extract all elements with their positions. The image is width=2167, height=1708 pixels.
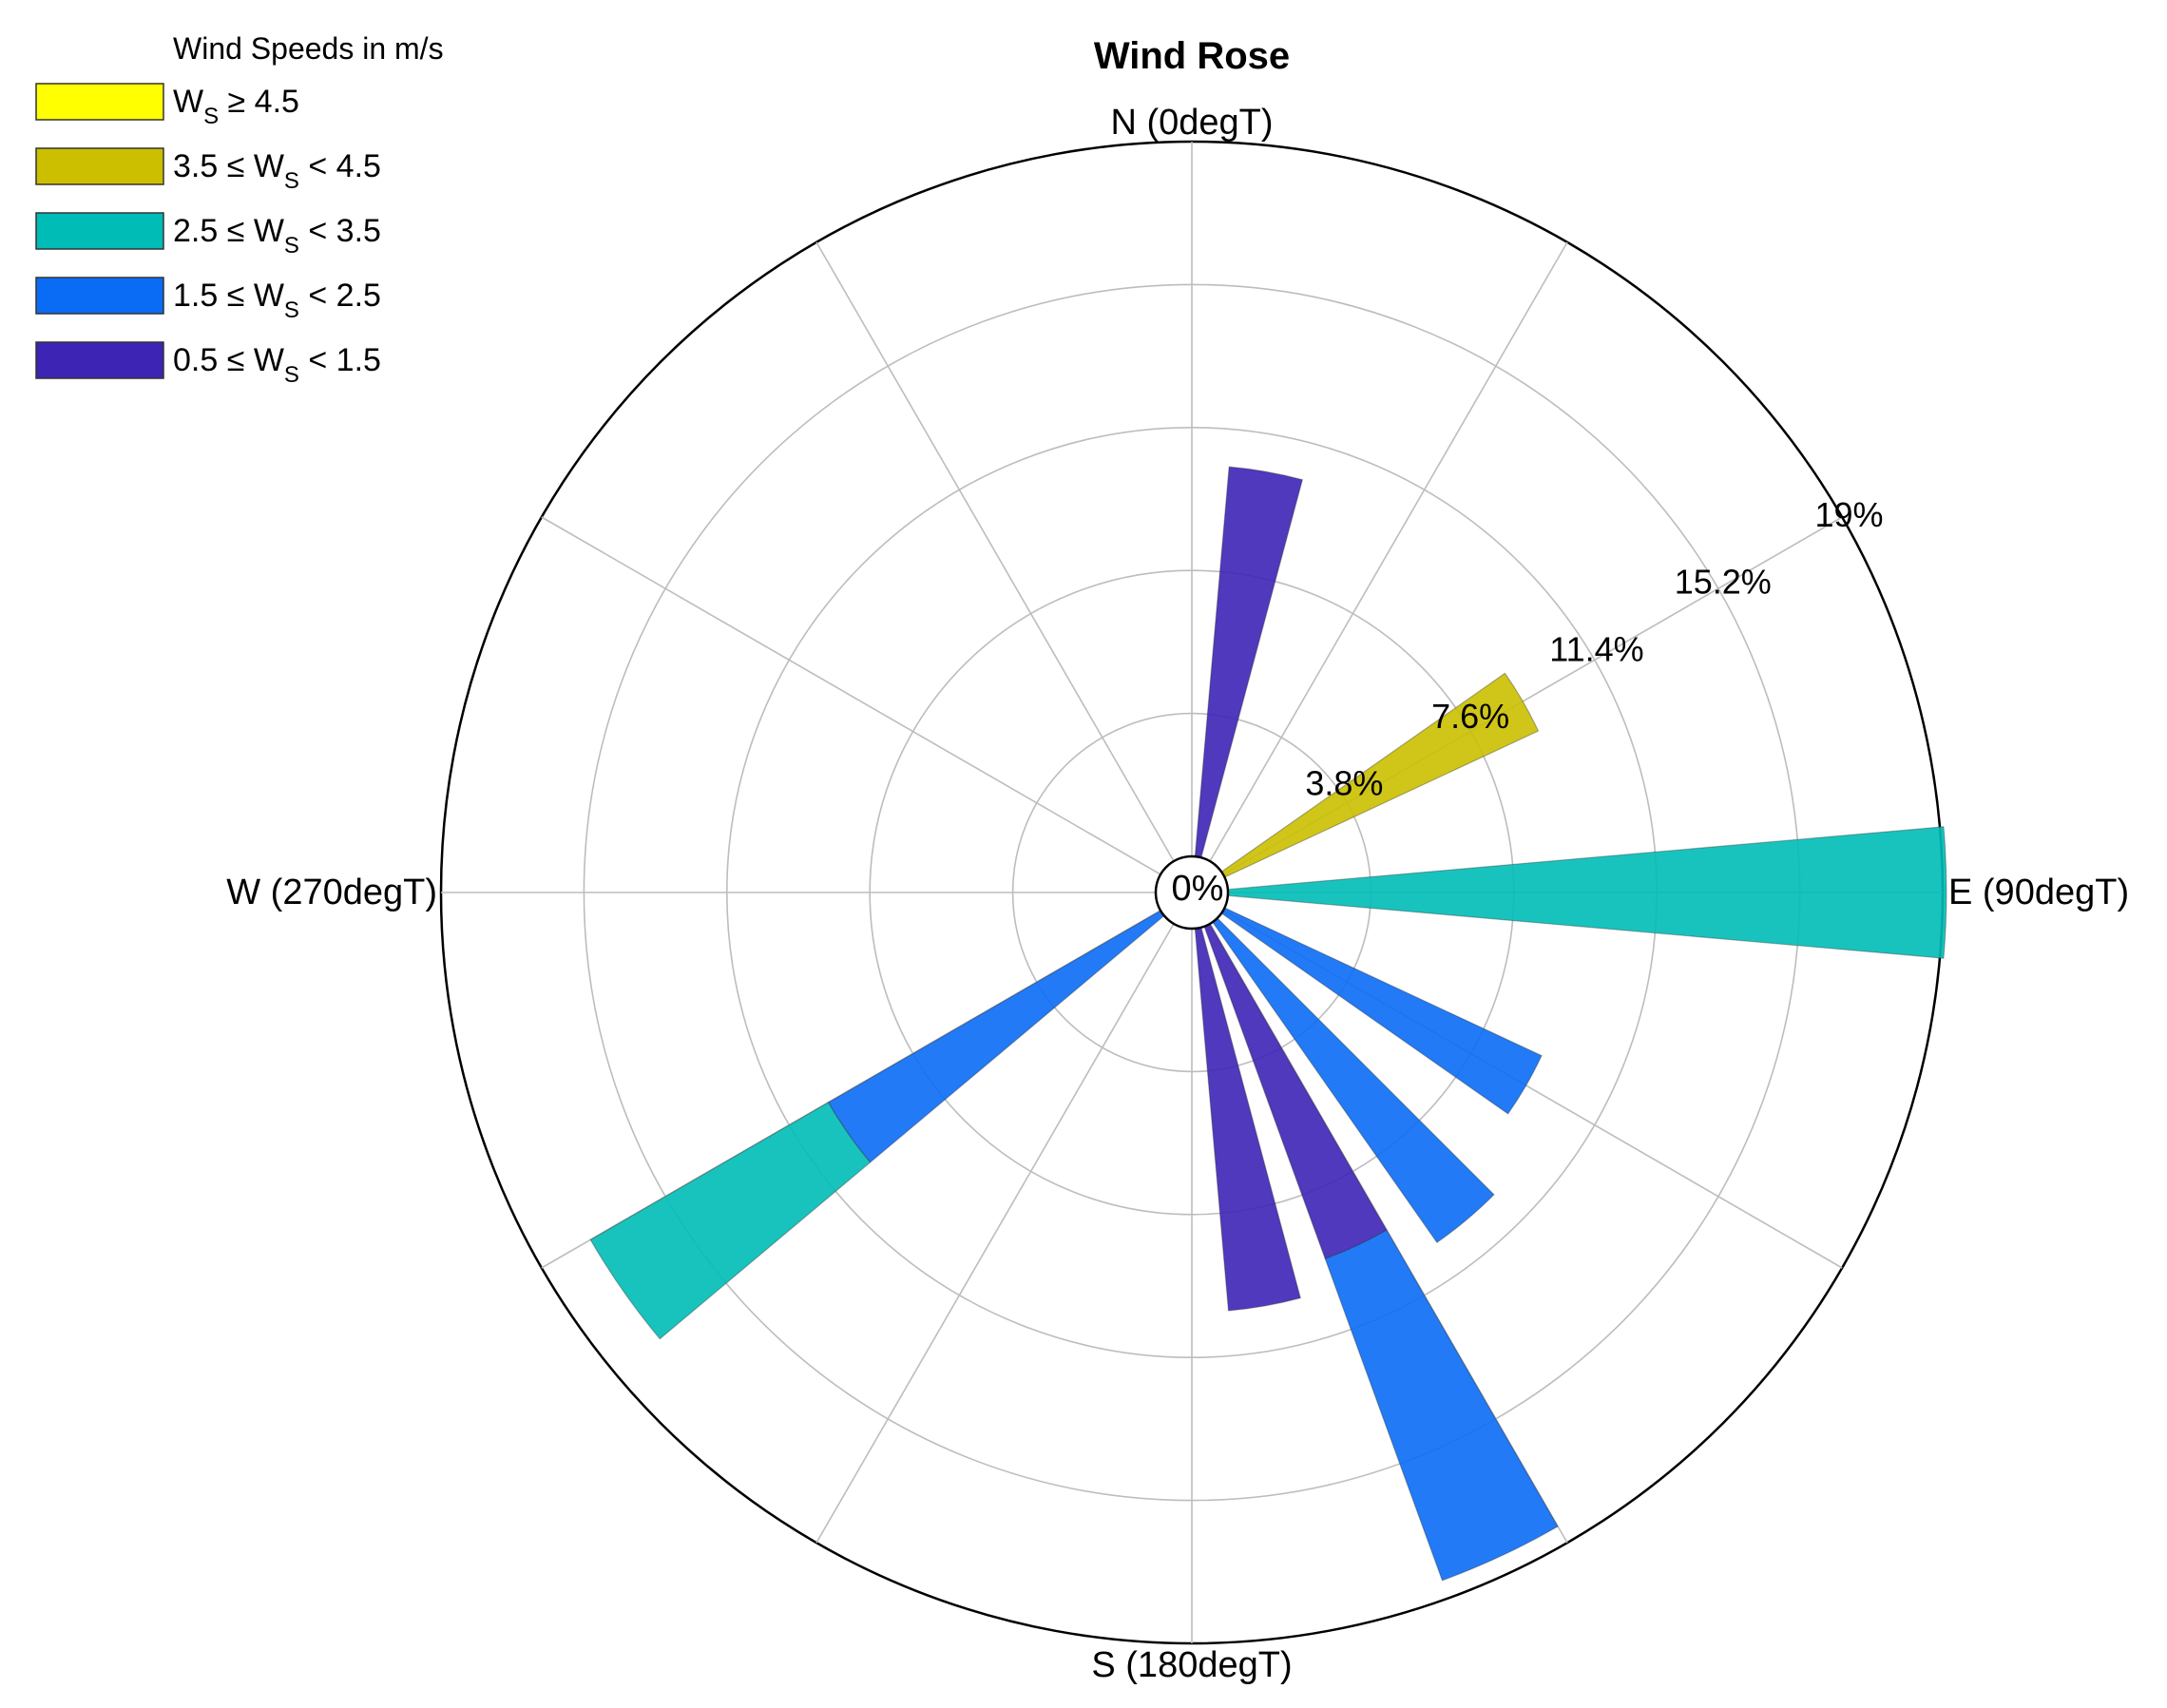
legend-swatch [35,83,164,121]
center-label: 0% [1172,869,1224,909]
legend-entry-label: 2.5 ≤ WS < 3.5 [173,213,381,259]
grid-spoke [815,241,1175,862]
wind-sector-bar [589,1102,872,1340]
radial-tick-label: 7.6% [1431,697,1509,736]
radial-tick-labels: 3.8% 7.6% 11.4% 15.2% 19% [1305,495,1883,802]
center-circle [1154,854,1230,931]
chart-title: Wind Rose [1094,35,1290,77]
legend-swatch [35,212,164,250]
legend-entry-label: WS ≥ 4.5 [173,84,299,129]
direction-label-west: W (270degT) [226,873,437,912]
grid-spoke [815,923,1175,1544]
legend-swatch [35,341,164,379]
direction-label-east: E (90degT) [1948,873,2129,912]
direction-label-north: N (0degT) [1110,103,1273,143]
center-hole [1154,854,1230,931]
grid-spoke [1209,241,1568,862]
legend-swatch [35,147,164,185]
legend: Wind Speeds in m/s WS ≥ 4.5 3.5 ≤ WS < 4.… [35,31,444,388]
legend-title: Wind Speeds in m/s [173,31,444,66]
grid-spoke [541,516,1161,875]
legend-entry-label: 1.5 ≤ WS < 2.5 [173,278,381,323]
wind-sectors [589,466,1947,1582]
legend-entry-label: 0.5 ≤ WS < 1.5 [173,342,381,388]
radial-tick-label: 19% [1814,495,1883,534]
direction-label-south: S (180degT) [1091,1645,1292,1685]
legend-entry-label: 3.5 ≤ WS < 4.5 [173,148,381,194]
radial-tick-label: 11.4% [1549,629,1643,668]
radial-tick-label: 3.8% [1305,764,1383,803]
legend-swatch [35,277,164,315]
radial-tick-label: 15.2% [1675,563,1772,602]
wind-sector-bar [1324,1229,1559,1582]
